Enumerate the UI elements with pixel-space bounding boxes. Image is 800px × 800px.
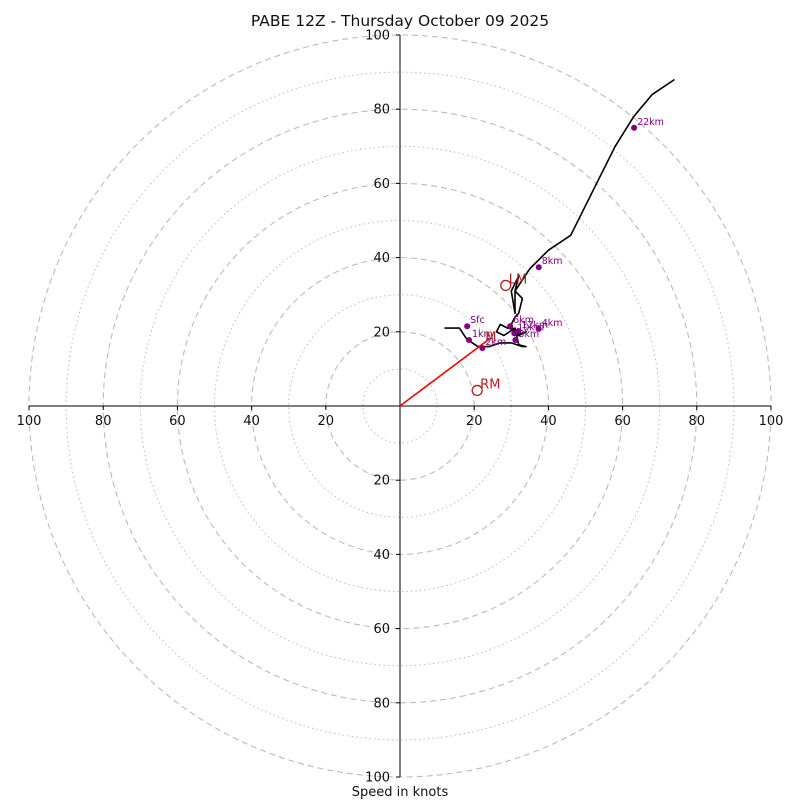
height-marker-4km [535, 325, 542, 332]
x-tick-label: 40 [540, 414, 557, 429]
x-tick-label: 40 [243, 414, 260, 429]
x-tick-label: 60 [614, 414, 631, 429]
height-marker-6km [507, 323, 514, 330]
height-marker-label: 1km [472, 329, 493, 340]
mean-wind-vector [399, 338, 490, 407]
mean-wind-label: M [485, 330, 496, 345]
storm-motion-LM [500, 279, 512, 292]
y-tick-label: 60 [373, 177, 390, 192]
height-marker-label: 12km [521, 320, 548, 331]
x-tick-label: 20 [466, 414, 483, 429]
height-marker-label: 10km [517, 322, 544, 333]
height-marker-8km [535, 264, 542, 271]
x-tick-label: 80 [689, 414, 706, 429]
storm-motion-label: LM [509, 272, 527, 287]
height-marker-Sfc [464, 323, 471, 330]
y-tick-label: 80 [373, 103, 390, 118]
height-marker-3km [512, 336, 519, 343]
hodograph-line [444, 78, 675, 348]
height-marker-label: 6km [513, 315, 534, 326]
x-tick-label: 100 [17, 414, 42, 429]
height-marker-12km [515, 328, 522, 335]
height-marker-label: 4km [542, 318, 563, 329]
y-tick-label: 80 [373, 696, 390, 711]
x-tick-label: 80 [95, 414, 112, 429]
y-tick-label: 20 [373, 474, 390, 489]
tick-labels: 100 80 60 40 20 20 40 60 80 100 100 80 60 40 20 20 40 60 8… [17, 29, 784, 786]
height-marker-label: 22km [637, 117, 664, 128]
x-tick-label: 20 [318, 414, 335, 429]
y-tick-label: 40 [373, 251, 390, 266]
height-marker-label: 3km [518, 329, 539, 340]
storm-motion-RM [471, 384, 483, 397]
y-tick-label: 40 [373, 548, 390, 563]
height-marker-label: 8km [542, 256, 563, 267]
height-marker-2km [479, 345, 486, 352]
y-tick-label: 20 [373, 325, 390, 340]
chart-title: PABE 12Z - Thursday October 09 2025 [251, 12, 549, 30]
height-marker-22km [631, 124, 638, 131]
height-marker-label: 2km [485, 337, 506, 348]
y-tick-label: 100 [365, 29, 390, 44]
x-tick-label: 100 [759, 414, 784, 429]
height-marker-label: Sfc [470, 315, 485, 326]
storm-motion-label: RM [480, 377, 500, 392]
height-marker-1km [466, 336, 473, 343]
y-tick-label: 100 [365, 771, 390, 786]
y-tick-label: 60 [373, 622, 390, 637]
x-tick-label: 60 [169, 414, 186, 429]
x-axis-label: Speed in knots [352, 785, 449, 800]
